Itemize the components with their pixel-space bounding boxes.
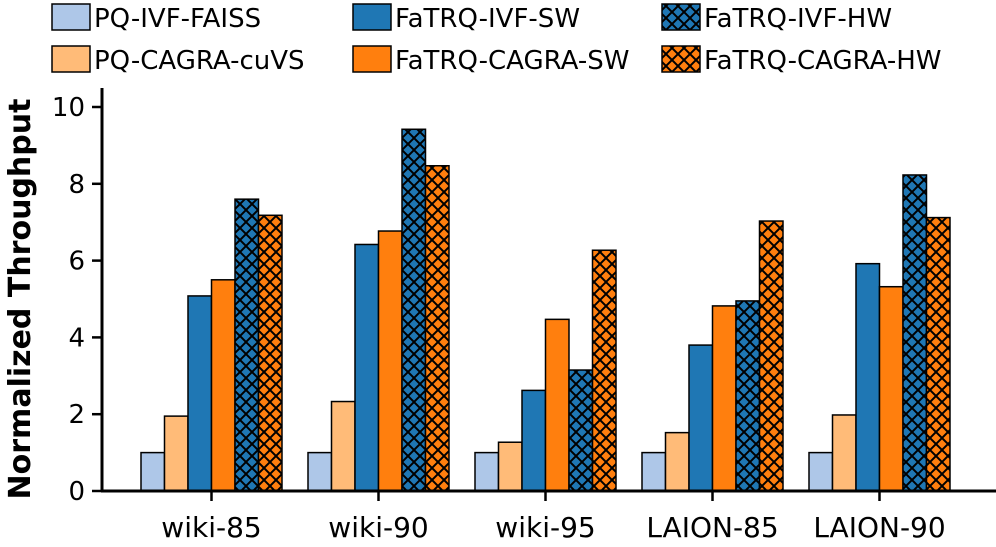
bar-pq-cagra-cuvs-laion-90 [831, 414, 857, 492]
bar-pq-ivf-faiss-laion-90 [808, 451, 834, 492]
x-tick-label-laion-85: LAION-85 [646, 511, 778, 544]
bar-fatrq-cagra-hw-wiki-95 [591, 249, 617, 492]
bar-fatrq-ivf-hw-wiki-95 [568, 369, 594, 492]
legend-swatch-fatrq-cagra-hw [661, 45, 701, 73]
legend-label-fatrq-cagra-hw: FaTRQ-CAGRA-HW [704, 46, 942, 76]
legend-swatch-fatrq-cagra-sw [352, 45, 392, 73]
bar-fatrq-ivf-sw-laion-90 [855, 262, 881, 492]
bar-fatrq-cagra-sw-wiki-85 [210, 279, 236, 492]
legend-swatch-fatrq-ivf-sw [352, 3, 392, 31]
x-tick-label-wiki-85: wiki-85 [161, 511, 261, 544]
legend-label-fatrq-ivf-hw: FaTRQ-IVF-HW [704, 4, 892, 34]
legend-entry-fatrq-cagra-hw: FaTRQ-CAGRA-HW [661, 45, 942, 76]
y-ticks: 0 2 4 6 8 10 [52, 93, 102, 507]
y-tick-label-10: 10 [52, 93, 85, 123]
bar-fatrq-ivf-sw-wiki-85 [187, 295, 213, 492]
bar-fatrq-cagra-sw-wiki-95 [544, 318, 570, 492]
bar-pq-ivf-faiss-wiki-90 [307, 451, 333, 492]
bar-fatrq-ivf-hw-laion-90 [902, 174, 928, 492]
bar-fatrq-cagra-sw-laion-90 [878, 285, 904, 492]
legend-swatch-fatrq-ivf-hw [661, 3, 701, 31]
legend: PQ-IVF-FAISS FaTRQ-IVF-SW FaTRQ-IVF-HW P… [51, 3, 942, 76]
bars-layer [140, 128, 951, 492]
legend-label-fatrq-ivf-sw: FaTRQ-IVF-SW [395, 4, 580, 34]
bar-fatrq-ivf-hw-wiki-90 [401, 128, 427, 492]
legend-swatch-pq-ivf-faiss [51, 3, 91, 31]
x-tick-label-wiki-90: wiki-90 [328, 511, 428, 544]
bar-pq-ivf-faiss-laion-85 [641, 451, 667, 492]
x-tick-label-laion-90: LAION-90 [813, 511, 945, 544]
bar-fatrq-cagra-hw-laion-85 [758, 220, 784, 492]
x-tick-label-wiki-95: wiki-95 [495, 511, 595, 544]
y-tick-label-4: 4 [68, 323, 85, 353]
legend-entry-fatrq-ivf-sw: FaTRQ-IVF-SW [352, 3, 580, 34]
y-tick-label-6: 6 [68, 247, 85, 277]
bar-fatrq-ivf-sw-wiki-95 [521, 389, 547, 492]
legend-entry-fatrq-cagra-sw: FaTRQ-CAGRA-SW [352, 45, 629, 76]
bar-pq-cagra-cuvs-wiki-95 [497, 441, 523, 492]
bar-fatrq-ivf-hw-laion-85 [735, 300, 761, 492]
legend-swatch-pq-cagra-cuvs [51, 45, 91, 73]
y-tick-label-0: 0 [68, 477, 85, 507]
bar-pq-cagra-cuvs-wiki-90 [330, 400, 356, 492]
bar-fatrq-cagra-hw-wiki-85 [257, 214, 283, 492]
y-tick-label-2: 2 [68, 400, 85, 430]
bar-pq-ivf-faiss-wiki-85 [140, 451, 166, 492]
bar-pq-ivf-faiss-wiki-95 [474, 451, 500, 492]
bar-fatrq-cagra-hw-wiki-90 [424, 165, 450, 492]
bar-pq-cagra-cuvs-laion-85 [664, 431, 690, 492]
legend-entry-fatrq-ivf-hw: FaTRQ-IVF-HW [661, 3, 892, 34]
bar-fatrq-ivf-sw-wiki-90 [354, 243, 380, 492]
bar-fatrq-ivf-hw-wiki-85 [234, 198, 260, 492]
bar-fatrq-ivf-sw-laion-85 [688, 344, 714, 492]
bar-fatrq-cagra-sw-laion-85 [711, 305, 737, 492]
x-ticks: wiki-85 wiki-90 wiki-95 LAION-85 LAION-90 [161, 491, 946, 544]
legend-entry-pq-cagra-cuvs: PQ-CAGRA-cuVS [51, 45, 305, 76]
bar-fatrq-cagra-sw-wiki-90 [377, 230, 403, 492]
bar-fatrq-cagra-hw-laion-90 [925, 216, 951, 492]
legend-label-pq-ivf-faiss: PQ-IVF-FAISS [94, 4, 261, 34]
legend-label-pq-cagra-cuvs: PQ-CAGRA-cuVS [94, 46, 305, 76]
y-axis-label: Normalized Throughput [3, 99, 38, 500]
legend-entry-pq-ivf-faiss: PQ-IVF-FAISS [51, 3, 261, 34]
bar-pq-cagra-cuvs-wiki-85 [163, 415, 189, 492]
legend-label-fatrq-cagra-sw: FaTRQ-CAGRA-SW [395, 46, 629, 76]
y-tick-label-8: 8 [68, 170, 85, 200]
